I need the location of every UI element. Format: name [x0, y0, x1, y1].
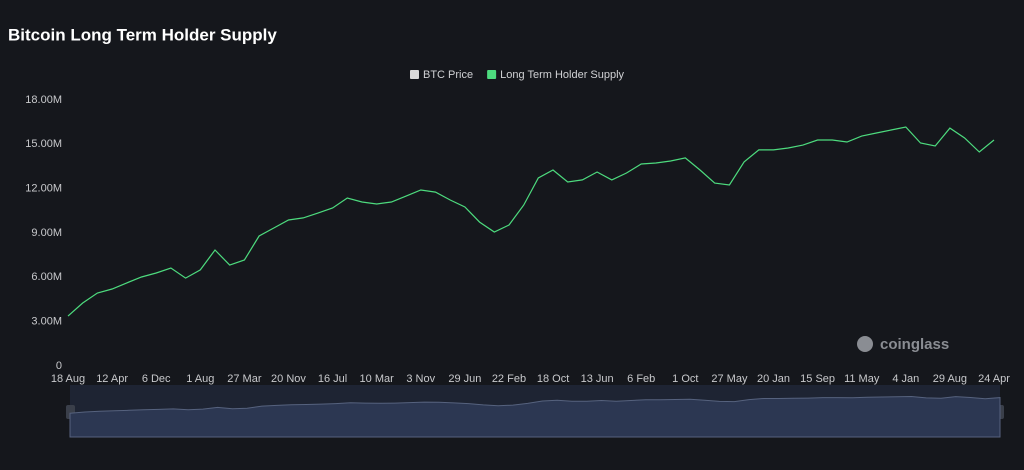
x-tick-label: 27 May: [711, 373, 748, 385]
x-tick-label: 20 Nov: [271, 373, 306, 385]
x-tick-label: 20 Jan: [757, 373, 790, 385]
x-tick-label: 13 Jun: [581, 373, 614, 385]
watermark: coinglass: [880, 336, 949, 353]
x-tick-label: 18 Oct: [537, 373, 569, 385]
x-tick-label: 6 Dec: [142, 373, 171, 385]
x-tick-label: 6 Feb: [627, 373, 655, 385]
series-line: [67, 126, 995, 317]
legend-item[interactable]: BTC Price: [410, 69, 473, 81]
x-tick-label: 11 May: [844, 373, 880, 385]
legend-item[interactable]: Long Term Holder Supply: [487, 69, 625, 81]
navigator-area: [69, 395, 1001, 438]
x-tick-label: 16 Jul: [318, 373, 347, 385]
logo-icon: [857, 336, 873, 352]
legend-swatch: [487, 70, 497, 79]
y-tick-label: 15.00M: [25, 138, 62, 150]
x-tick-label: 1 Oct: [672, 373, 698, 385]
legend-label: BTC Price: [423, 69, 473, 81]
y-tick-label: 18.00M: [25, 94, 62, 106]
x-tick-label: 29 Aug: [933, 373, 967, 385]
x-tick-label: 18 Aug: [51, 373, 85, 385]
x-tick-label: 24 Apr: [978, 373, 1010, 385]
x-tick-label: 15 Sep: [800, 373, 835, 385]
x-tick-label: 4 Jan: [892, 373, 919, 385]
x-tick-label: 12 Apr: [96, 373, 128, 385]
y-tick-label: 0: [56, 360, 62, 372]
legend-label: Long Term Holder Supply: [500, 69, 624, 81]
y-tick-label: 9.00M: [31, 227, 62, 239]
x-tick-label: 10 Mar: [360, 373, 395, 385]
x-tick-label: 22 Feb: [492, 373, 526, 385]
y-tick-label: 12.00M: [25, 183, 62, 195]
watermark-logo: coinglass: [857, 336, 949, 353]
x-tick-label: 29 Jun: [448, 373, 481, 385]
x-tick-label: 3 Nov: [406, 373, 435, 385]
x-tick-label: 27 Mar: [227, 373, 262, 385]
x-tick-label: 1 Aug: [186, 373, 214, 385]
chart-title: Bitcoin Long Term Holder Supply: [8, 25, 277, 44]
legend-swatch: [410, 70, 419, 79]
y-tick-label: 3.00M: [31, 316, 62, 328]
y-tick-label: 6.00M: [31, 271, 62, 283]
